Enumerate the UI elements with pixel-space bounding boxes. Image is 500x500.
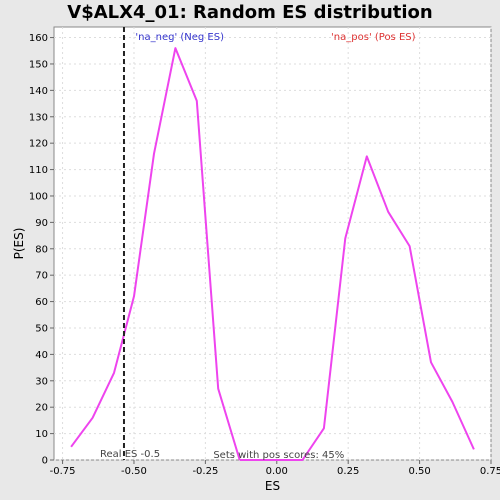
y-axis: 0 10 20 30 40 50 60 70 80 90 100 110 120 130 140 150 160 [29, 33, 54, 467]
y-tick-label: 40 [35, 350, 48, 361]
series-layer [70, 47, 475, 461]
y-tick-label: 0 [42, 456, 48, 467]
plot-area [53, 26, 492, 461]
y-tick-label: 110 [29, 165, 48, 176]
y-tick-label: 100 [29, 191, 48, 202]
x-tick-label: -0.75 [50, 466, 76, 477]
y-tick-label: 120 [29, 139, 48, 150]
y-tick-label: 150 [29, 59, 48, 70]
series-line-neg [70, 47, 241, 461]
y-tick-label: 30 [35, 376, 48, 387]
y-tick-label: 50 [35, 323, 48, 334]
legend-pos: 'na_pos' (Pos ES) [331, 32, 416, 43]
y-tick-label: 140 [29, 86, 48, 97]
y-tick-label: 20 [35, 403, 48, 414]
x-tick-label: 0.25 [337, 466, 359, 477]
x-tick-label: 0.00 [266, 466, 288, 477]
grid [54, 27, 492, 461]
real-es-label: Real ES -0.5 [100, 449, 160, 460]
x-tick-label: -0.50 [121, 466, 147, 477]
series-line-pos [239, 155, 475, 461]
y-tick-label: 70 [35, 271, 48, 282]
legend-neg: 'na_neg' (Neg ES) [135, 32, 224, 43]
pos-scores-annotation: Sets with pos scores: 45% [213, 450, 344, 461]
x-tick-label: -0.25 [192, 466, 218, 477]
y-tick-label: 90 [35, 218, 48, 229]
y-tick-label: 160 [29, 33, 48, 44]
chart-title: V$ALX4_01: Random ES distribution [67, 2, 432, 23]
x-tick-label: 0.75 [480, 466, 500, 477]
y-tick-label: 10 [35, 429, 48, 440]
x-axis: -0.75 -0.50 -0.25 0.00 0.25 0.50 0.75 [50, 460, 500, 477]
y-tick-label: 80 [35, 244, 48, 255]
y-axis-label: P(ES) [12, 228, 26, 260]
y-tick-label: 130 [29, 112, 48, 123]
y-tick-label: 60 [35, 297, 48, 308]
x-tick-label: 0.50 [408, 466, 430, 477]
x-axis-label: ES [265, 479, 280, 493]
